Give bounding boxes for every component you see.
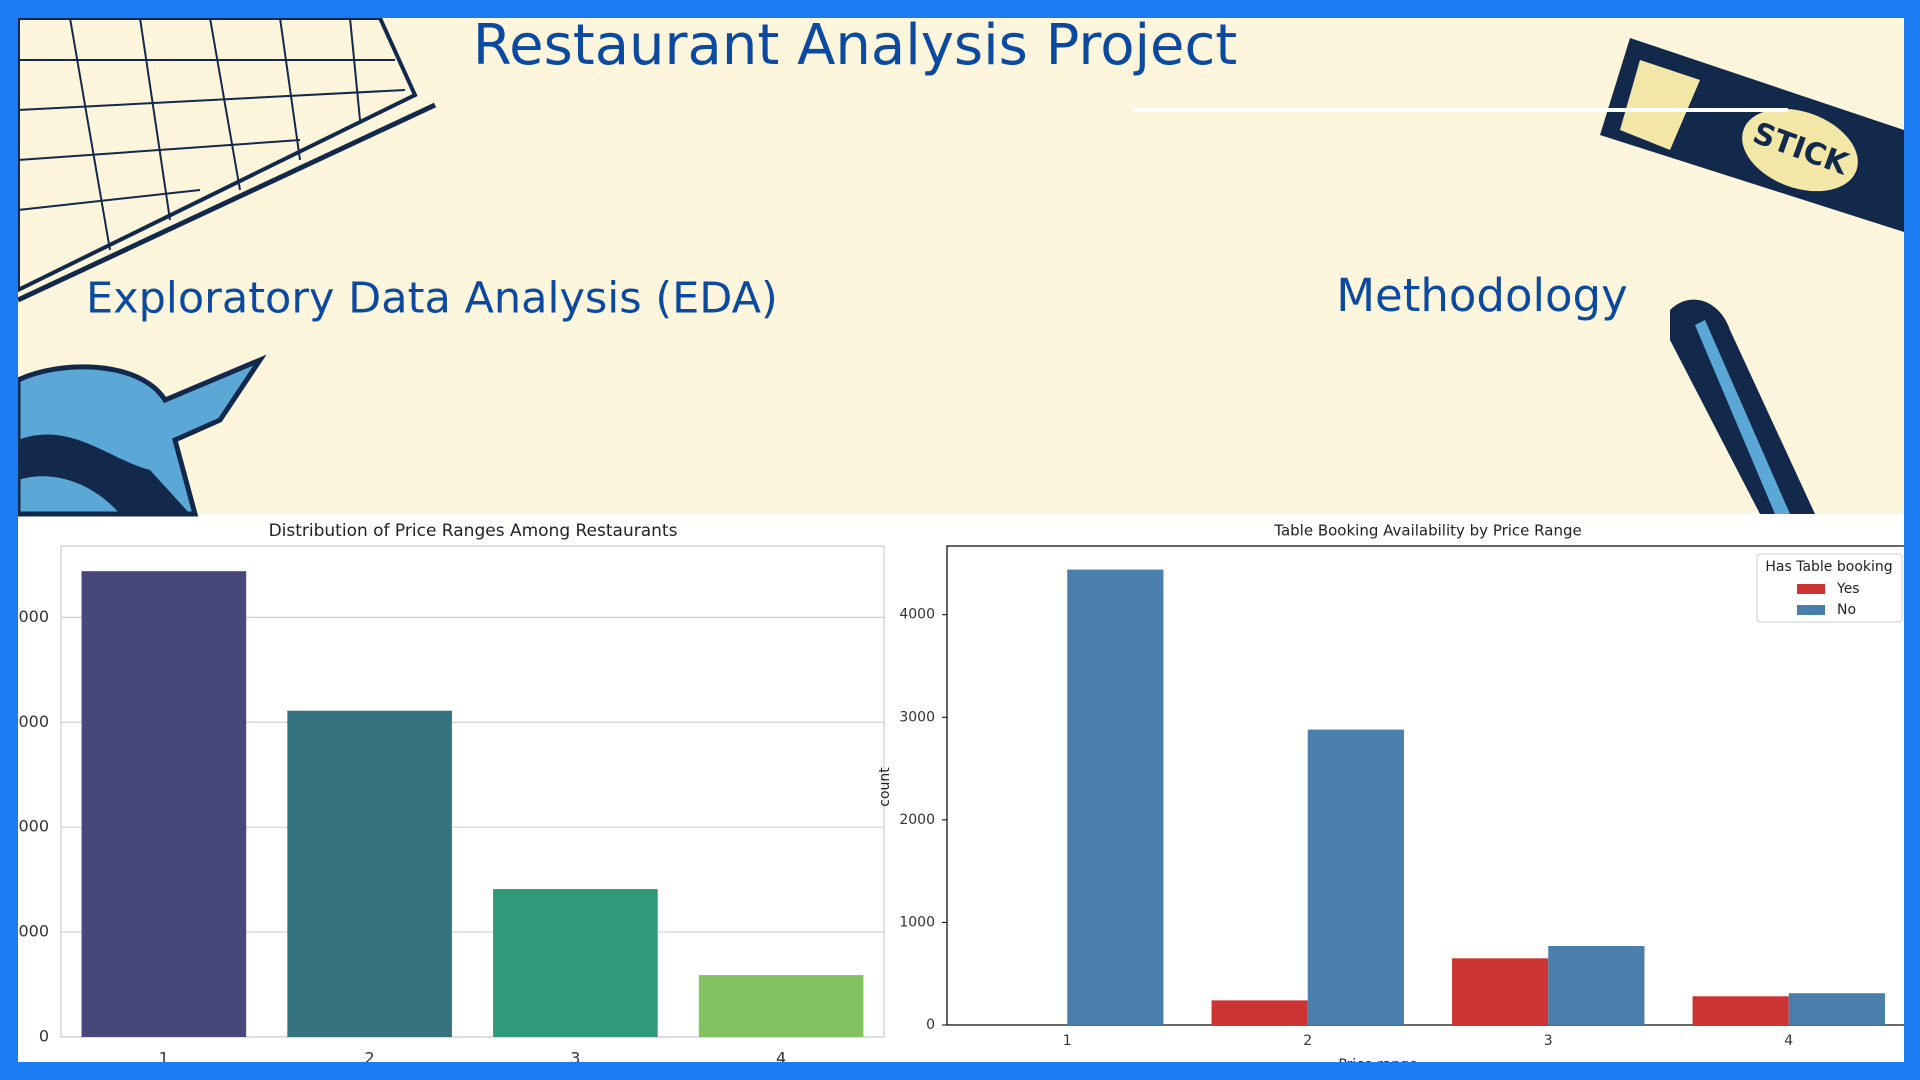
y-tick-label: 3000 xyxy=(899,709,935,725)
legend-label: Yes xyxy=(1836,581,1860,597)
bar xyxy=(1692,996,1789,1025)
bar xyxy=(698,975,864,1037)
legend-label: No xyxy=(1837,602,1856,618)
bar xyxy=(1788,993,1885,1025)
bar xyxy=(1307,729,1404,1025)
y-tick-label: 1000 xyxy=(8,922,49,941)
y-tick-label: 0 xyxy=(926,1017,935,1033)
bar xyxy=(1067,569,1164,1025)
chart-title: Table Booking Availability by Price Rang… xyxy=(1273,522,1581,540)
x-tick-label: 3 xyxy=(570,1049,580,1068)
section-heading: Exploratory Data Analysis (EDA) xyxy=(86,274,778,324)
y-tick-label: 2000 xyxy=(8,817,49,836)
charts: Distribution of Price Ranges Among Resta… xyxy=(8,521,1910,1073)
y-tick-label: 1000 xyxy=(899,914,935,930)
x-tick-label: 4 xyxy=(1784,1033,1793,1049)
pen-decoration xyxy=(1670,299,1815,514)
section-heading: Methodology xyxy=(1336,269,1628,322)
y-tick-label: 4000 xyxy=(8,607,49,626)
legend-swatch xyxy=(1797,584,1825,594)
x-tick-label: 2 xyxy=(365,1049,375,1068)
y-tick-label: 4000 xyxy=(899,607,935,623)
x-tick-label: 2 xyxy=(1303,1033,1312,1049)
y-axis-label: count xyxy=(877,767,893,807)
x-tick-label: 1 xyxy=(1063,1033,1072,1049)
x-tick-label: 4 xyxy=(776,1049,786,1068)
tape-decoration xyxy=(15,354,267,517)
bar xyxy=(1548,946,1645,1025)
y-tick-label: 0 xyxy=(39,1027,49,1046)
legend-swatch xyxy=(1797,605,1825,615)
bar xyxy=(493,889,658,1037)
slide-title: Restaurant Analysis Project xyxy=(473,13,1238,78)
bar xyxy=(1211,1000,1308,1025)
x-tick-label: 1 xyxy=(159,1049,169,1068)
y-tick-label: 2000 xyxy=(899,812,935,828)
chart-title: Distribution of Price Ranges Among Resta… xyxy=(269,521,678,541)
bar xyxy=(1452,958,1549,1025)
gluestick-decoration: STICK xyxy=(1600,38,1904,232)
legend-box xyxy=(1756,553,1903,623)
grid-decoration xyxy=(16,16,437,303)
bar xyxy=(81,571,247,1037)
bar xyxy=(287,710,452,1037)
legend-title: Has Table booking xyxy=(1765,559,1892,575)
y-tick-label: 3000 xyxy=(8,712,49,731)
x-tick-label: 3 xyxy=(1544,1033,1553,1049)
